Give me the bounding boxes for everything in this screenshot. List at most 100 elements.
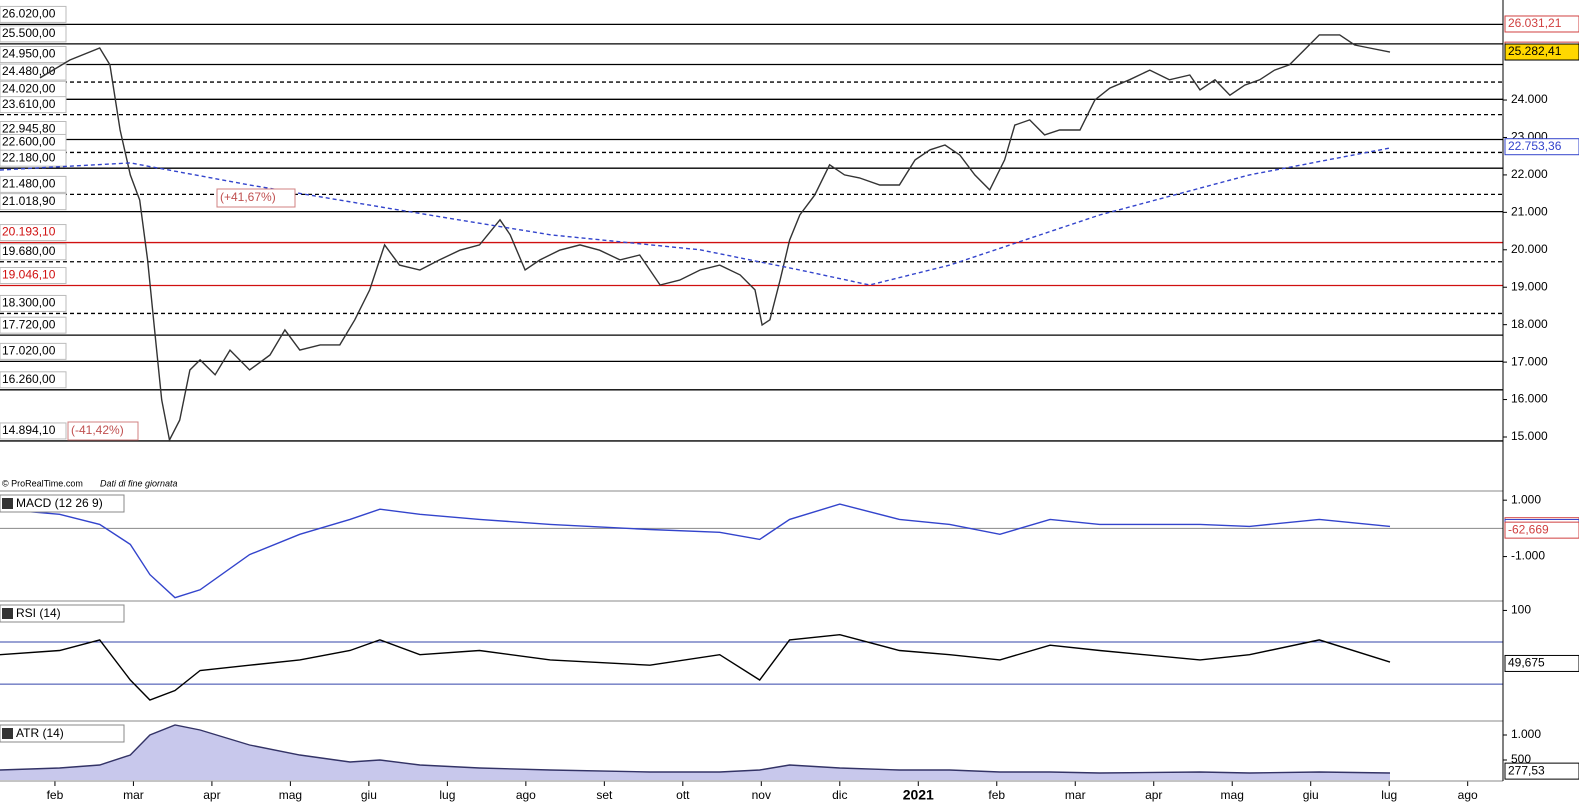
- x-tick-label: apr: [203, 788, 220, 802]
- level-label-box: [0, 63, 67, 81]
- indicator-icon: [2, 608, 13, 619]
- price-badge: [1504, 15, 1579, 33]
- level-label: 23.610,00: [2, 97, 56, 111]
- copyright: © ProRealTime.com: [2, 478, 83, 488]
- level-label: 22.600,00: [2, 135, 56, 149]
- level-label-box: [0, 342, 67, 360]
- x-tick-label: lug: [439, 788, 455, 802]
- pct-annotation: (+41,67%): [220, 190, 276, 204]
- level-label: 25.500,00: [2, 26, 56, 40]
- y-tick-label: 19.000: [1511, 279, 1548, 293]
- x-tick-label: giu: [1303, 788, 1319, 802]
- price-badge-label: 22.753,36: [1508, 139, 1562, 153]
- level-label: 21.018,90: [2, 194, 56, 208]
- x-tick-label: mar: [1065, 788, 1086, 802]
- x-tick-label: set: [596, 788, 613, 802]
- data-note: Dati di fine giornata: [100, 478, 178, 488]
- x-tick-label: apr: [1145, 788, 1162, 802]
- line: [39, 34, 1391, 443]
- x-tick-label: feb: [988, 788, 1005, 802]
- pct-annotation: (-41,42%): [71, 423, 124, 437]
- level-label: 24.950,00: [2, 47, 56, 61]
- level-label: 21.480,00: [2, 177, 56, 191]
- level-label-box: [0, 371, 67, 389]
- y-tick-label: 22.000: [1511, 167, 1548, 181]
- level-label: 24.020,00: [2, 81, 56, 95]
- pct-box: [216, 188, 296, 208]
- indicator-title-box: [0, 724, 125, 743]
- y-tick-label: 17.000: [1511, 354, 1548, 368]
- level-label-box: [0, 316, 67, 334]
- area-line: [0, 724, 1391, 774]
- price-badge: [1504, 762, 1579, 780]
- price-badge-label: 277,53: [1508, 763, 1545, 777]
- x-tick-label: lug: [1381, 788, 1397, 802]
- y-tick-label: 15.000: [1511, 429, 1548, 443]
- price-badge-label: 25.282,41: [1508, 44, 1562, 58]
- y-tick-label: 1.000: [1511, 727, 1541, 741]
- price-badge-label: 49,675: [1508, 656, 1545, 670]
- level-label: 26.020,00: [2, 7, 56, 21]
- indicator-icon: [2, 728, 13, 739]
- level-label-box: [0, 267, 67, 285]
- x-tick-label: mar: [123, 788, 144, 802]
- level-label-box: [0, 294, 67, 312]
- level-label: 22.180,00: [2, 150, 56, 164]
- x-tick-label: dic: [832, 788, 847, 802]
- price-badge-label: 26.031,21: [1508, 16, 1562, 30]
- level-label-box: [0, 422, 67, 440]
- level-label-box: [0, 243, 67, 261]
- level-label: 17.020,00: [2, 344, 56, 358]
- indicator-title: MACD (12 26 9): [16, 496, 103, 510]
- price-badge-label: -62,669: [1508, 522, 1549, 536]
- level-label-box: [0, 175, 67, 193]
- y-tick-label: 18.000: [1511, 317, 1548, 331]
- x-tick-label: mag: [279, 788, 302, 802]
- x-tick-label: feb: [47, 788, 64, 802]
- pct-box: [67, 421, 139, 441]
- level-label: 19.046,10: [2, 268, 56, 282]
- price-badge: [1504, 138, 1579, 156]
- y-tick-label: 1.000: [1511, 492, 1541, 506]
- indicator-title: RSI (14): [16, 606, 61, 620]
- level-label: 17.720,00: [2, 317, 56, 331]
- y-tick-label: 16.000: [1511, 392, 1548, 406]
- line: [0, 147, 1391, 286]
- level-label: 18.300,00: [2, 296, 56, 310]
- area: [0, 725, 1390, 780]
- level-label: 16.260,00: [2, 372, 56, 386]
- x-tick-label: giu: [361, 788, 377, 802]
- level-label: 20.193,10: [2, 225, 56, 239]
- level-label: 19.680,00: [2, 244, 56, 258]
- y-tick-label: 100: [1511, 603, 1531, 617]
- x-tick-label: ago: [516, 788, 536, 802]
- y-tick-label: 21.000: [1511, 205, 1548, 219]
- price-badge: [1504, 43, 1579, 61]
- indicator-title: ATR (14): [16, 726, 64, 740]
- level-label: 24.480,00: [2, 64, 56, 78]
- y-tick-label: -1.000: [1511, 549, 1545, 563]
- line: [0, 633, 1391, 701]
- x-tick-label: mag: [1221, 788, 1244, 802]
- y-tick-label: 20.000: [1511, 242, 1548, 256]
- level-label-box: [0, 5, 67, 23]
- y-tick-label: 24.000: [1511, 92, 1548, 106]
- x-tick-label: 2021: [903, 787, 934, 803]
- level-label: 14.894,10: [2, 423, 56, 437]
- level-label-box: [0, 193, 67, 211]
- level-label-box: [0, 25, 67, 43]
- level-label: 22.945,80: [2, 122, 56, 136]
- line: [0, 503, 1391, 599]
- right-axis-bg: [1503, 0, 1579, 808]
- price-badge: [1504, 654, 1579, 672]
- indicator-title-box: [0, 494, 125, 513]
- x-tick-label: ago: [1458, 788, 1478, 802]
- level-label-box: [0, 149, 67, 167]
- indicator-icon: [2, 498, 13, 509]
- x-tick-label: nov: [752, 788, 771, 802]
- level-label-box: [0, 224, 67, 242]
- x-tick-label: ott: [676, 788, 690, 802]
- level-label-box: [0, 45, 67, 63]
